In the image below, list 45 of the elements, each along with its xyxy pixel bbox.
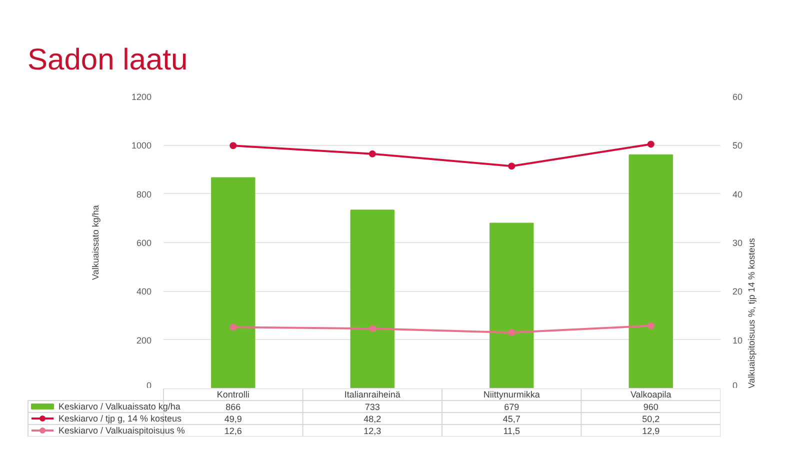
x-tick-label: Kontrolli (216, 390, 250, 400)
y2-tick-label: 60 (732, 92, 743, 102)
y-axis-title: Valkuaissato kg/ha (90, 205, 100, 280)
y2-tick-label: 20 (732, 286, 743, 297)
x-tick-label: Valkoapila (630, 390, 672, 400)
bar (490, 222, 534, 388)
data-label: 49,9 (224, 414, 242, 424)
data-label: 866 (226, 402, 241, 412)
y2-tick-label: 40 (732, 189, 743, 200)
bar (350, 210, 394, 388)
x-tick-label: Niittynurmikka (483, 390, 540, 400)
data-label: 679 (504, 402, 520, 412)
point (647, 322, 654, 330)
data-label: 48,2 (364, 414, 382, 424)
y-tick-label: 800 (136, 189, 152, 200)
point (230, 142, 237, 150)
point (508, 329, 516, 336)
data-label: 11,5 (503, 426, 520, 436)
data-label: 45,7 (502, 414, 520, 424)
data-label: 12,3 (364, 426, 382, 436)
bar (211, 177, 256, 388)
point (230, 324, 237, 331)
y2-tick-label: 10 (732, 335, 743, 346)
data-label: 12,9 (642, 426, 660, 436)
y-tick-label: 1000 (131, 140, 152, 151)
data-label: 960 (643, 402, 658, 412)
y-tick-label: 1200 (131, 92, 152, 102)
data-label: 733 (364, 402, 380, 412)
point (368, 150, 376, 158)
y-tick-label: 600 (136, 238, 152, 248)
y-tick-label: 200 (136, 335, 152, 346)
point (508, 162, 516, 170)
point (647, 140, 654, 148)
legend-label: Keskiarvo / tjp g, 14 % kosteus (58, 414, 182, 424)
bar (628, 154, 673, 388)
chart-title: Sadon laatu (28, 44, 188, 76)
legend-label: Keskiarvo / Valkuaispitoisuus % (58, 426, 185, 436)
y2-tick-label: 50 (732, 140, 743, 151)
data-label: 12,6 (224, 426, 242, 436)
legend-label: Keskiarvo / Valkuaissato kg/ha (58, 402, 180, 412)
y-tick-label: 400 (136, 286, 152, 297)
point (368, 325, 376, 332)
x-tick-label: Italianraiheinä (344, 390, 400, 400)
y2-tick-label: 30 (732, 238, 743, 248)
data-label: 50,2 (642, 414, 660, 424)
